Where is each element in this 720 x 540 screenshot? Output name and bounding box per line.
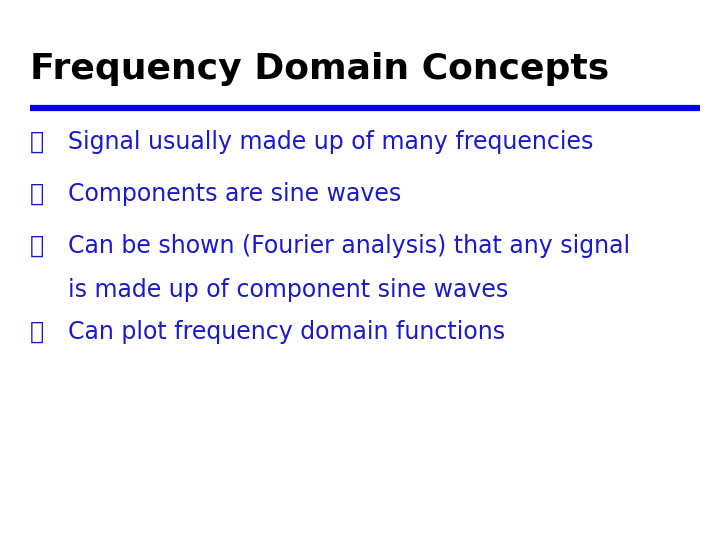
- Text: Can be shown (Fourier analysis) that any signal: Can be shown (Fourier analysis) that any…: [68, 234, 630, 258]
- Text: ⌸: ⌸: [30, 320, 44, 344]
- Text: ⌸: ⌸: [30, 234, 44, 258]
- Text: Frequency Domain Concepts: Frequency Domain Concepts: [30, 52, 609, 86]
- Text: is made up of component sine waves: is made up of component sine waves: [68, 278, 508, 302]
- Text: Components are sine waves: Components are sine waves: [68, 182, 401, 206]
- Text: Signal usually made up of many frequencies: Signal usually made up of many frequenci…: [68, 130, 593, 154]
- Text: Can plot frequency domain functions: Can plot frequency domain functions: [68, 320, 505, 344]
- Text: ⌸: ⌸: [30, 130, 44, 154]
- Text: ⌸: ⌸: [30, 182, 44, 206]
